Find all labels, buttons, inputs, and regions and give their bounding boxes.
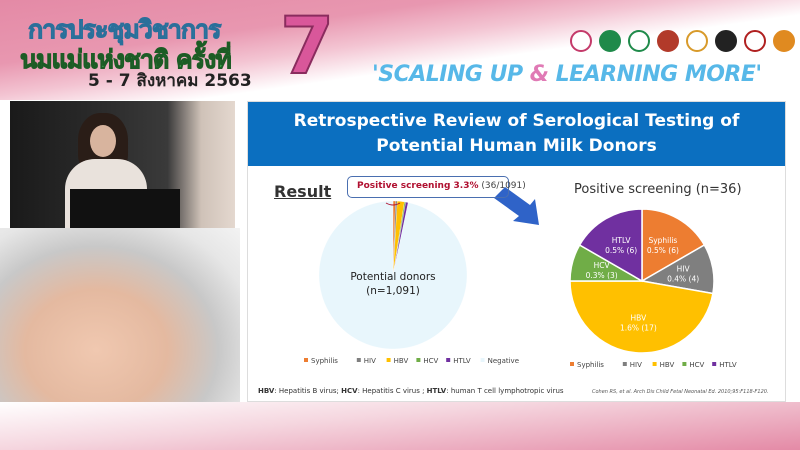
pie-charts: Syphilis HIV HBV HCV HTLV Negative Potential d… [304,187,737,369]
logo-1-icon [570,30,592,52]
legend-swatch [622,362,627,366]
logo-5-icon [686,30,708,52]
legend-swatch [480,358,485,362]
abbreviation-footnote: HBV: Hepatitis B virus; HCV: Hepatitis C… [258,387,564,395]
logo-4-icon [657,30,679,52]
legend-label-hbv: HBV [660,361,675,369]
slice-label: Syphilis [648,236,677,245]
result-heading: Result [274,182,332,201]
pie-slice-negative [318,200,468,350]
slogan-part1: 'SCALING UP [372,62,530,87]
legend-label-hiv: HIV [364,357,376,365]
slide-title-line2: Potential Human Milk Donors [376,136,657,156]
pie1-center-count: (n=1,091) [366,285,420,297]
slice-value-label: 1.6% (17) [620,324,657,333]
logo-7-icon [744,30,766,52]
legend-label-syphilis: Syphilis [311,357,338,365]
logo-6-icon [715,30,737,52]
footnote-text: : human T cell lymphotropic virus [446,387,564,395]
footnote-text: : Hepatitis C virus ; [357,387,427,395]
legend-swatch [570,362,574,366]
logo-3-icon [628,30,650,52]
legend-label-hcv: HCV [689,361,704,369]
citation: Cohen RS, et al. Arch Dis Child Fetal Ne… [592,389,769,395]
callout-text: Positive screening 3.3% [357,181,479,191]
legend-swatch [386,358,391,362]
positive-screening-callout: Positive screening 3.3% (36/1091) [347,176,526,198]
conference-number: 7 [279,1,335,93]
conference-date: 5 - 7 สิงหาคม 2563 [88,71,252,91]
footer-band [0,402,800,450]
logo-2-icon [599,30,621,52]
podium [70,189,180,228]
legend-label-syphilis: Syphilis [577,361,604,369]
legend-label-hiv: HIV [630,361,642,369]
sponsor-logos [570,30,795,52]
legend-label-hcv: HCV [423,357,438,365]
slide-title-line1: Retrospective Review of Serological Test… [293,111,740,131]
pie-slice-syphilis [641,208,706,283]
legend-swatch [356,358,361,362]
conference-banner: การประชุมวิชาการ นมแม่แห่งชาติ ครั้งที่ … [0,0,800,100]
slogan-amp: & [529,62,549,87]
speaker-face [90,125,116,157]
legend-label-negative: Negative [488,357,519,365]
legend-swatch [682,362,687,366]
legend-label-htlv: HTLV [719,361,737,369]
slice-label: HTLV [612,236,632,245]
slice-value-label: 0.3% (3) [586,271,618,280]
callout-bracket [385,202,401,206]
speaker-video [10,101,235,228]
pie1-center-label: Potential donors [350,271,435,283]
slice-label: HBV [631,314,648,323]
slice-value-label: 0.5% (6) [647,246,679,255]
footnote-abbr: HBV [258,387,275,395]
pie-slice-hbv [569,280,714,354]
legend-label-hbv: HBV [394,357,409,365]
legend-swatch [304,358,308,362]
legend-swatch [652,362,657,366]
legend-swatch [416,358,421,362]
slice-value-label: 0.5% (6) [605,246,637,255]
legend-swatch [712,362,717,366]
conference-title-line1: การประชุมวิชาการ [27,15,221,45]
footnote-abbr: HTLV [426,387,447,395]
slice-value-label: 0.4% (4) [667,275,699,284]
slogan-part2: LEARNING MORE' [548,62,763,87]
footnote-abbr: HCV [341,387,358,395]
sss-logo-icon [773,30,795,52]
slice-label: HCV [594,261,611,270]
presentation-slide: Retrospective Review of Serological Test… [247,101,786,402]
legend-label-htlv: HTLV [453,357,471,365]
pie-slice-htlv [578,208,643,283]
callout-fraction: (36/1091) [478,181,526,191]
pie2-title: Positive screening (n=36) [574,182,742,197]
footnote-text: : Hepatitis B virus; [274,387,342,395]
slice-label: HIV [677,265,691,274]
slide-title: Retrospective Review of Serological Test… [248,102,785,166]
conference-title-line2: นมแม่แห่งชาติ ครั้งที่ [20,45,233,75]
slogan: 'SCALING UP & LEARNING MORE' [372,62,762,87]
legend-swatch [446,358,451,362]
